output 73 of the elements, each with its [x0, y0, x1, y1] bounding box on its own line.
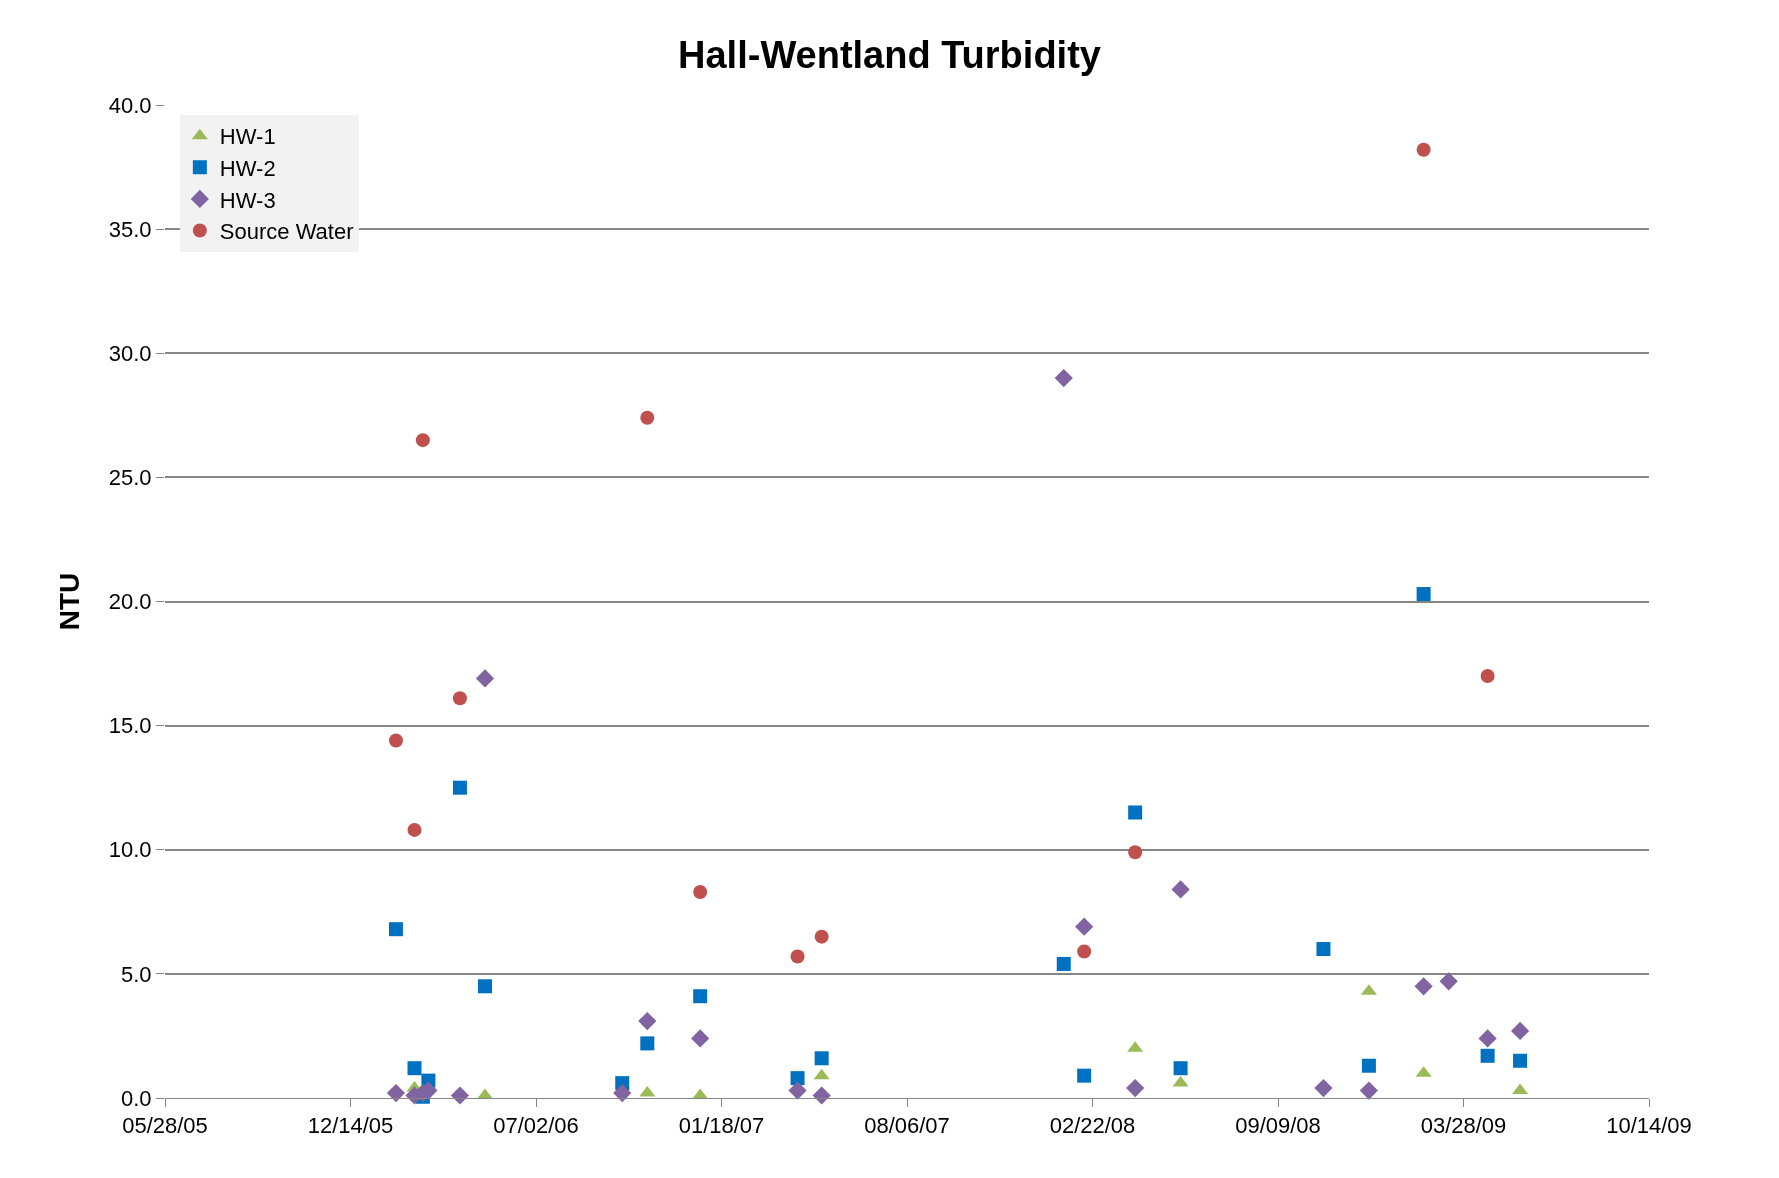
point: [790, 949, 805, 964]
point: [1075, 917, 1094, 936]
point: [1513, 1053, 1528, 1068]
y-tick-label: 20.0: [108, 589, 152, 615]
point: [790, 1071, 805, 1086]
point: [1361, 1058, 1376, 1073]
legend-label: HW-3: [219, 187, 276, 213]
point: [388, 922, 403, 937]
point: [407, 1061, 422, 1076]
point: [1077, 1068, 1092, 1083]
point: [452, 691, 467, 706]
point: [1416, 587, 1431, 602]
point: [1054, 368, 1073, 388]
y-tick-label: 25.0: [108, 465, 152, 491]
y-axis-title: NTU: [54, 572, 86, 631]
point: [1512, 1083, 1529, 1095]
point: [407, 822, 422, 837]
x-tick-label: 07/02/06: [493, 1113, 579, 1139]
x-tick-label: 10/14/09: [1606, 1113, 1692, 1139]
point: [415, 433, 430, 448]
x-tick-label: 12/14/05: [307, 1113, 394, 1139]
point: [1416, 142, 1431, 157]
y-tick-label: 10.0: [108, 837, 152, 863]
point: [1480, 668, 1495, 683]
point: [1480, 1048, 1495, 1063]
y-tick-label: 30.0: [108, 340, 152, 366]
y-tick-label: 0.0: [121, 1085, 152, 1111]
point: [812, 1086, 831, 1105]
point: [1056, 956, 1071, 971]
y-tick-label: 35.0: [108, 216, 152, 242]
x-tick-label: 09/09/08: [1235, 1113, 1321, 1139]
legend-label: HW-1: [219, 124, 276, 150]
point: [813, 1068, 830, 1080]
point: [1439, 972, 1458, 991]
point: [1359, 1081, 1378, 1100]
chart-title: Hall-Wentland Turbidity: [678, 33, 1101, 76]
point: [613, 1083, 632, 1103]
point: [640, 410, 655, 425]
point: [1173, 1061, 1188, 1076]
point: [1414, 977, 1433, 996]
x-tick-label: 03/28/09: [1420, 1113, 1507, 1139]
point: [386, 1083, 406, 1103]
point: [1128, 805, 1143, 820]
point: [693, 989, 708, 1004]
point: [691, 1029, 710, 1048]
point: [1510, 1021, 1530, 1041]
point: [475, 669, 495, 688]
point: [814, 1051, 829, 1066]
legend-label: HW-2: [219, 155, 276, 181]
point: [1316, 942, 1331, 957]
point: [1126, 1078, 1145, 1098]
y-tick-label: 15.0: [108, 713, 152, 739]
point: [1314, 1078, 1333, 1098]
point: [638, 1011, 657, 1031]
y-tick-label: 5.0: [121, 961, 152, 987]
y-tick-label: 40.0: [108, 92, 152, 118]
point: [788, 1081, 807, 1100]
point: [814, 929, 829, 944]
point: [1478, 1029, 1497, 1048]
point: [1077, 944, 1092, 959]
point: [693, 884, 708, 899]
point: [640, 1036, 655, 1051]
x-tick-label: 01/18/07: [678, 1113, 765, 1139]
point: [1171, 880, 1190, 899]
point: [452, 780, 467, 795]
legend-label: Source Water: [219, 219, 354, 245]
point: [477, 979, 492, 994]
x-tick-label: 02/22/08: [1049, 1113, 1136, 1139]
point: [1128, 845, 1143, 860]
point: [388, 733, 403, 748]
x-tick-label: 05/28/05: [122, 1113, 208, 1139]
point: [450, 1086, 470, 1105]
x-tick-label: 08/06/07: [864, 1113, 950, 1139]
